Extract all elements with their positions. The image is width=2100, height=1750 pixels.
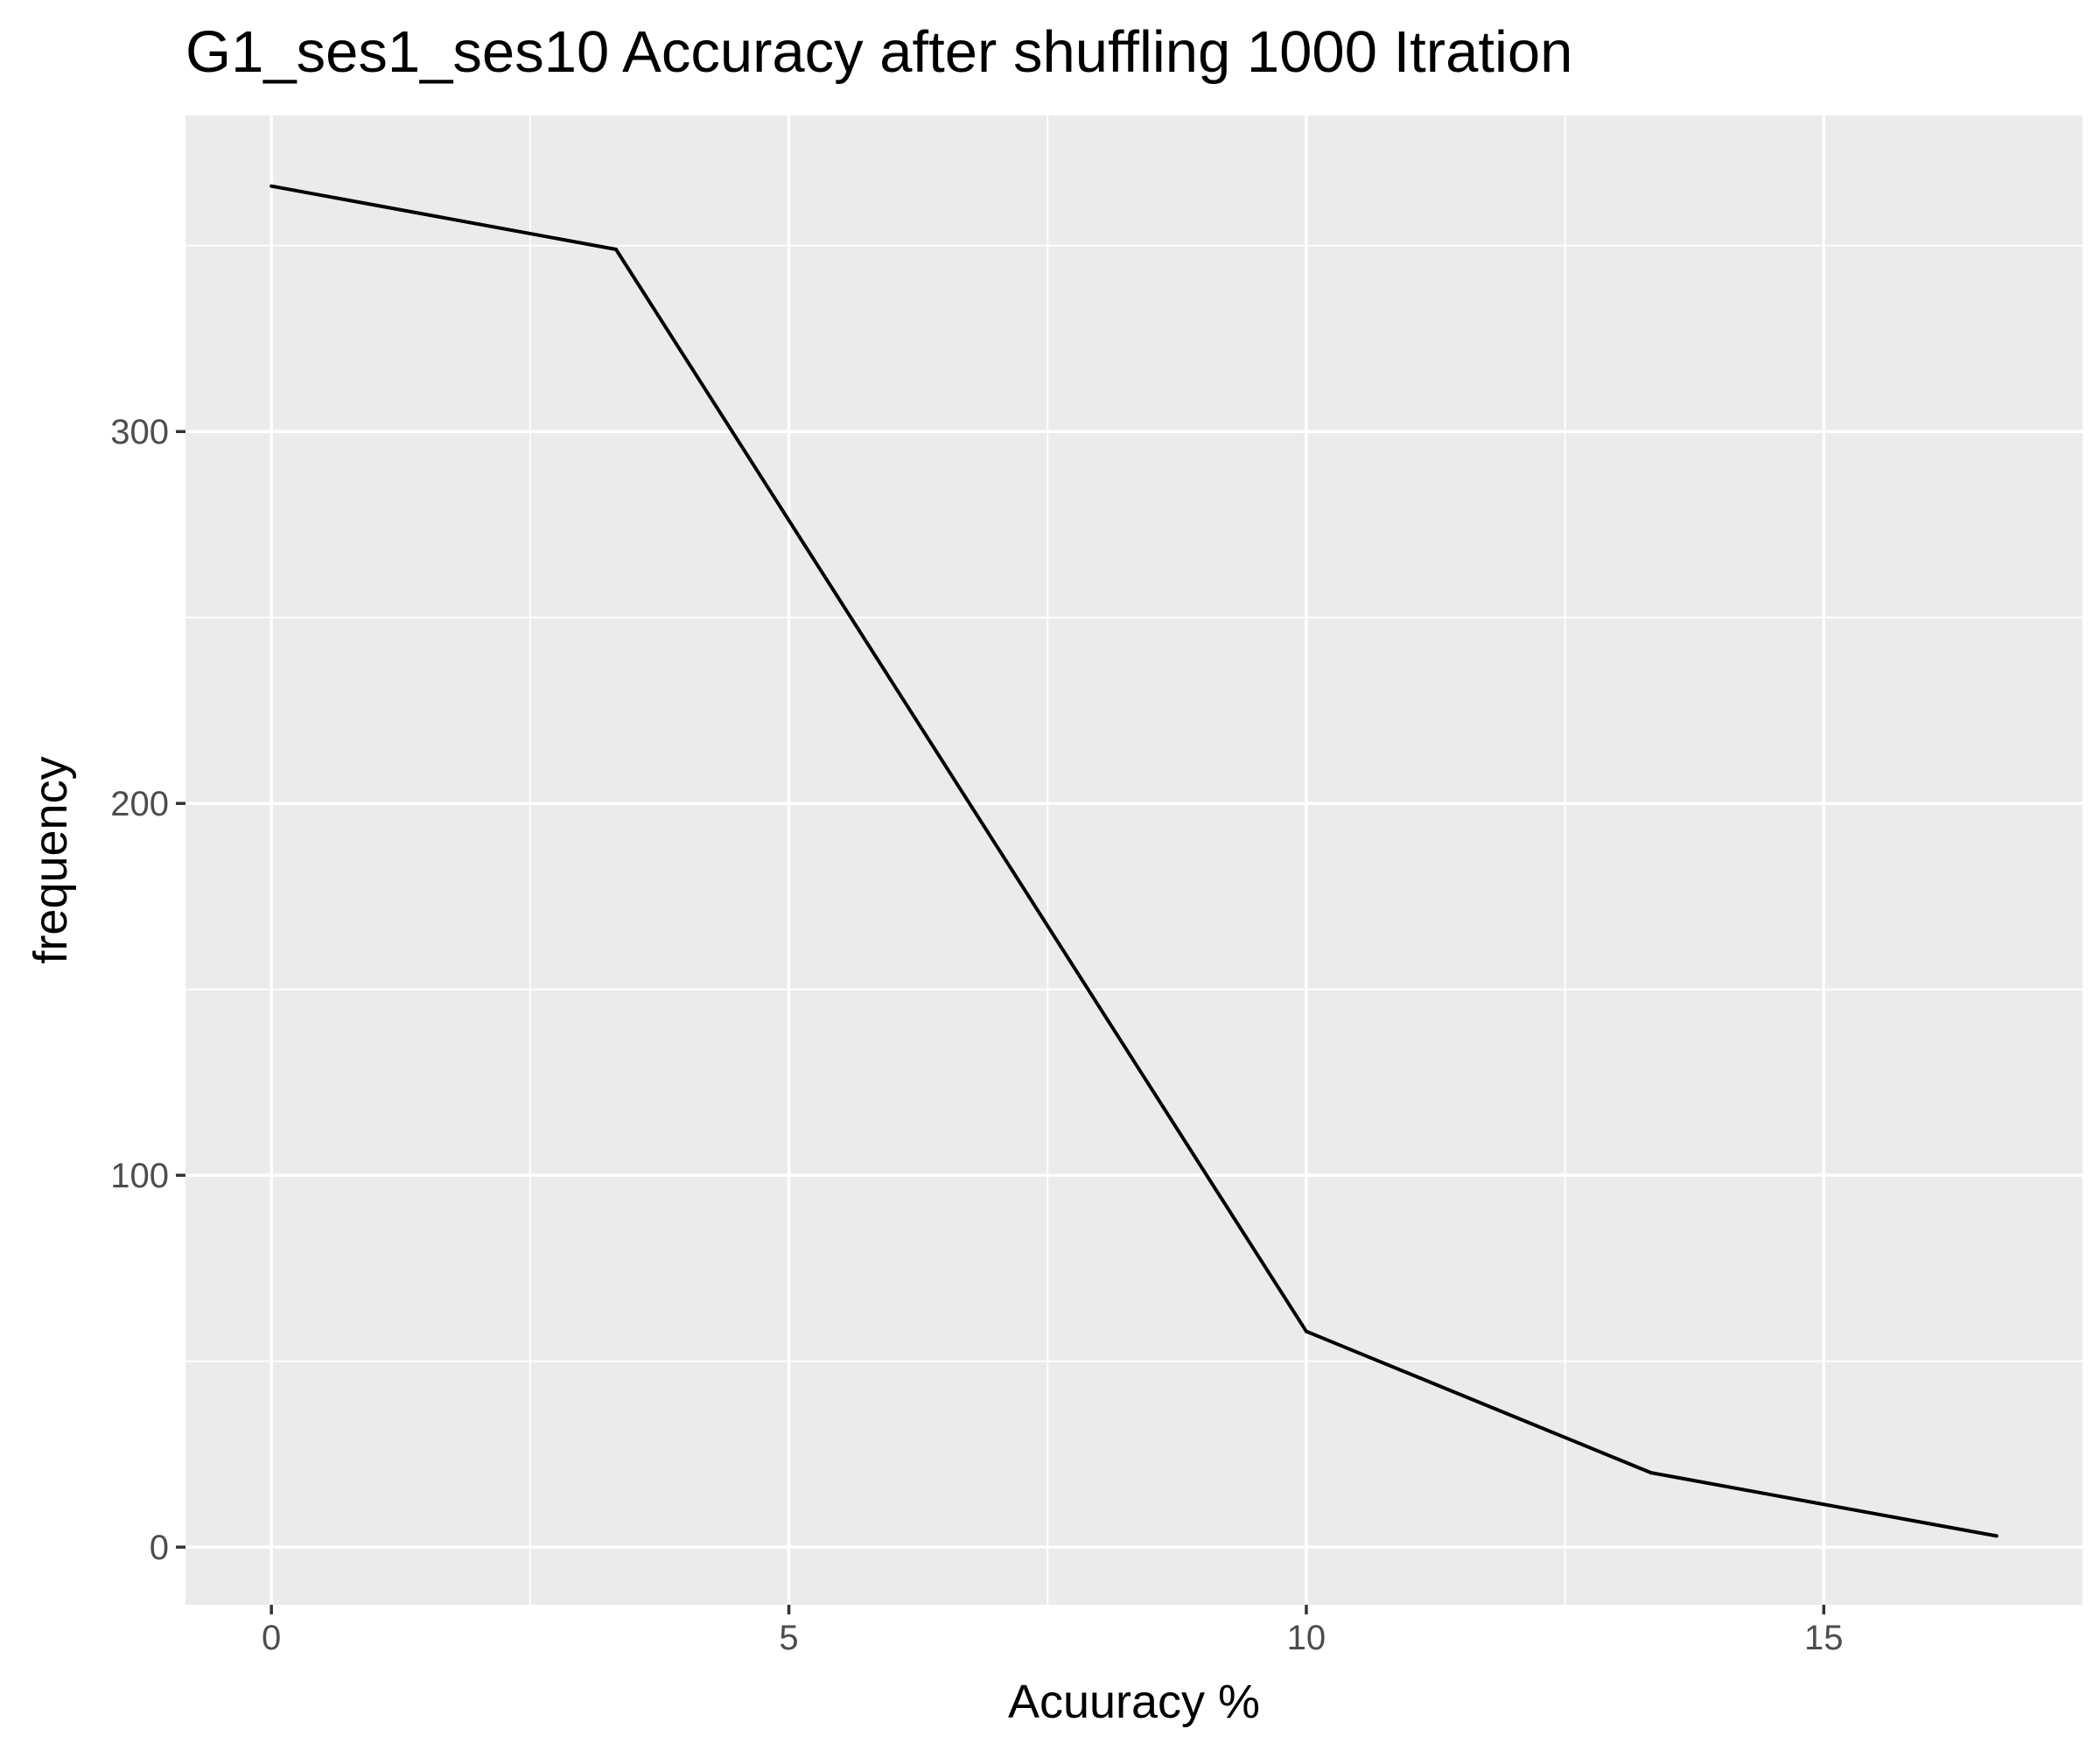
x-tick-label: 15	[1804, 1619, 1844, 1657]
y-axis-title: frequency	[24, 756, 77, 963]
x-tick-label: 5	[779, 1619, 798, 1657]
x-tick-label: 0	[262, 1619, 281, 1657]
x-tick-label: 10	[1287, 1619, 1326, 1657]
chart-title: G1_ses1_ses10 Accuracy after shuffling 1…	[186, 19, 1572, 85]
data-point	[270, 184, 274, 188]
data-point	[614, 247, 619, 251]
x-axis: 0 5 10 15	[262, 1605, 1844, 1657]
series-layer	[270, 184, 1998, 1538]
x-axis-title: Acuuracy %	[1008, 1676, 1260, 1728]
y-tick-label: 0	[150, 1529, 169, 1567]
y-tick-label: 200	[110, 785, 169, 823]
data-point	[1994, 1534, 1998, 1538]
y-axis: 0 100 200 300	[110, 413, 186, 1567]
data-point	[1648, 1471, 1653, 1475]
major-gridlines	[186, 116, 2082, 1605]
y-tick-label: 100	[110, 1157, 169, 1195]
minor-gridlines	[186, 116, 2082, 1605]
plot-panel	[186, 116, 2082, 1605]
y-tick-label: 300	[110, 413, 169, 452]
data-point	[1304, 1329, 1308, 1334]
